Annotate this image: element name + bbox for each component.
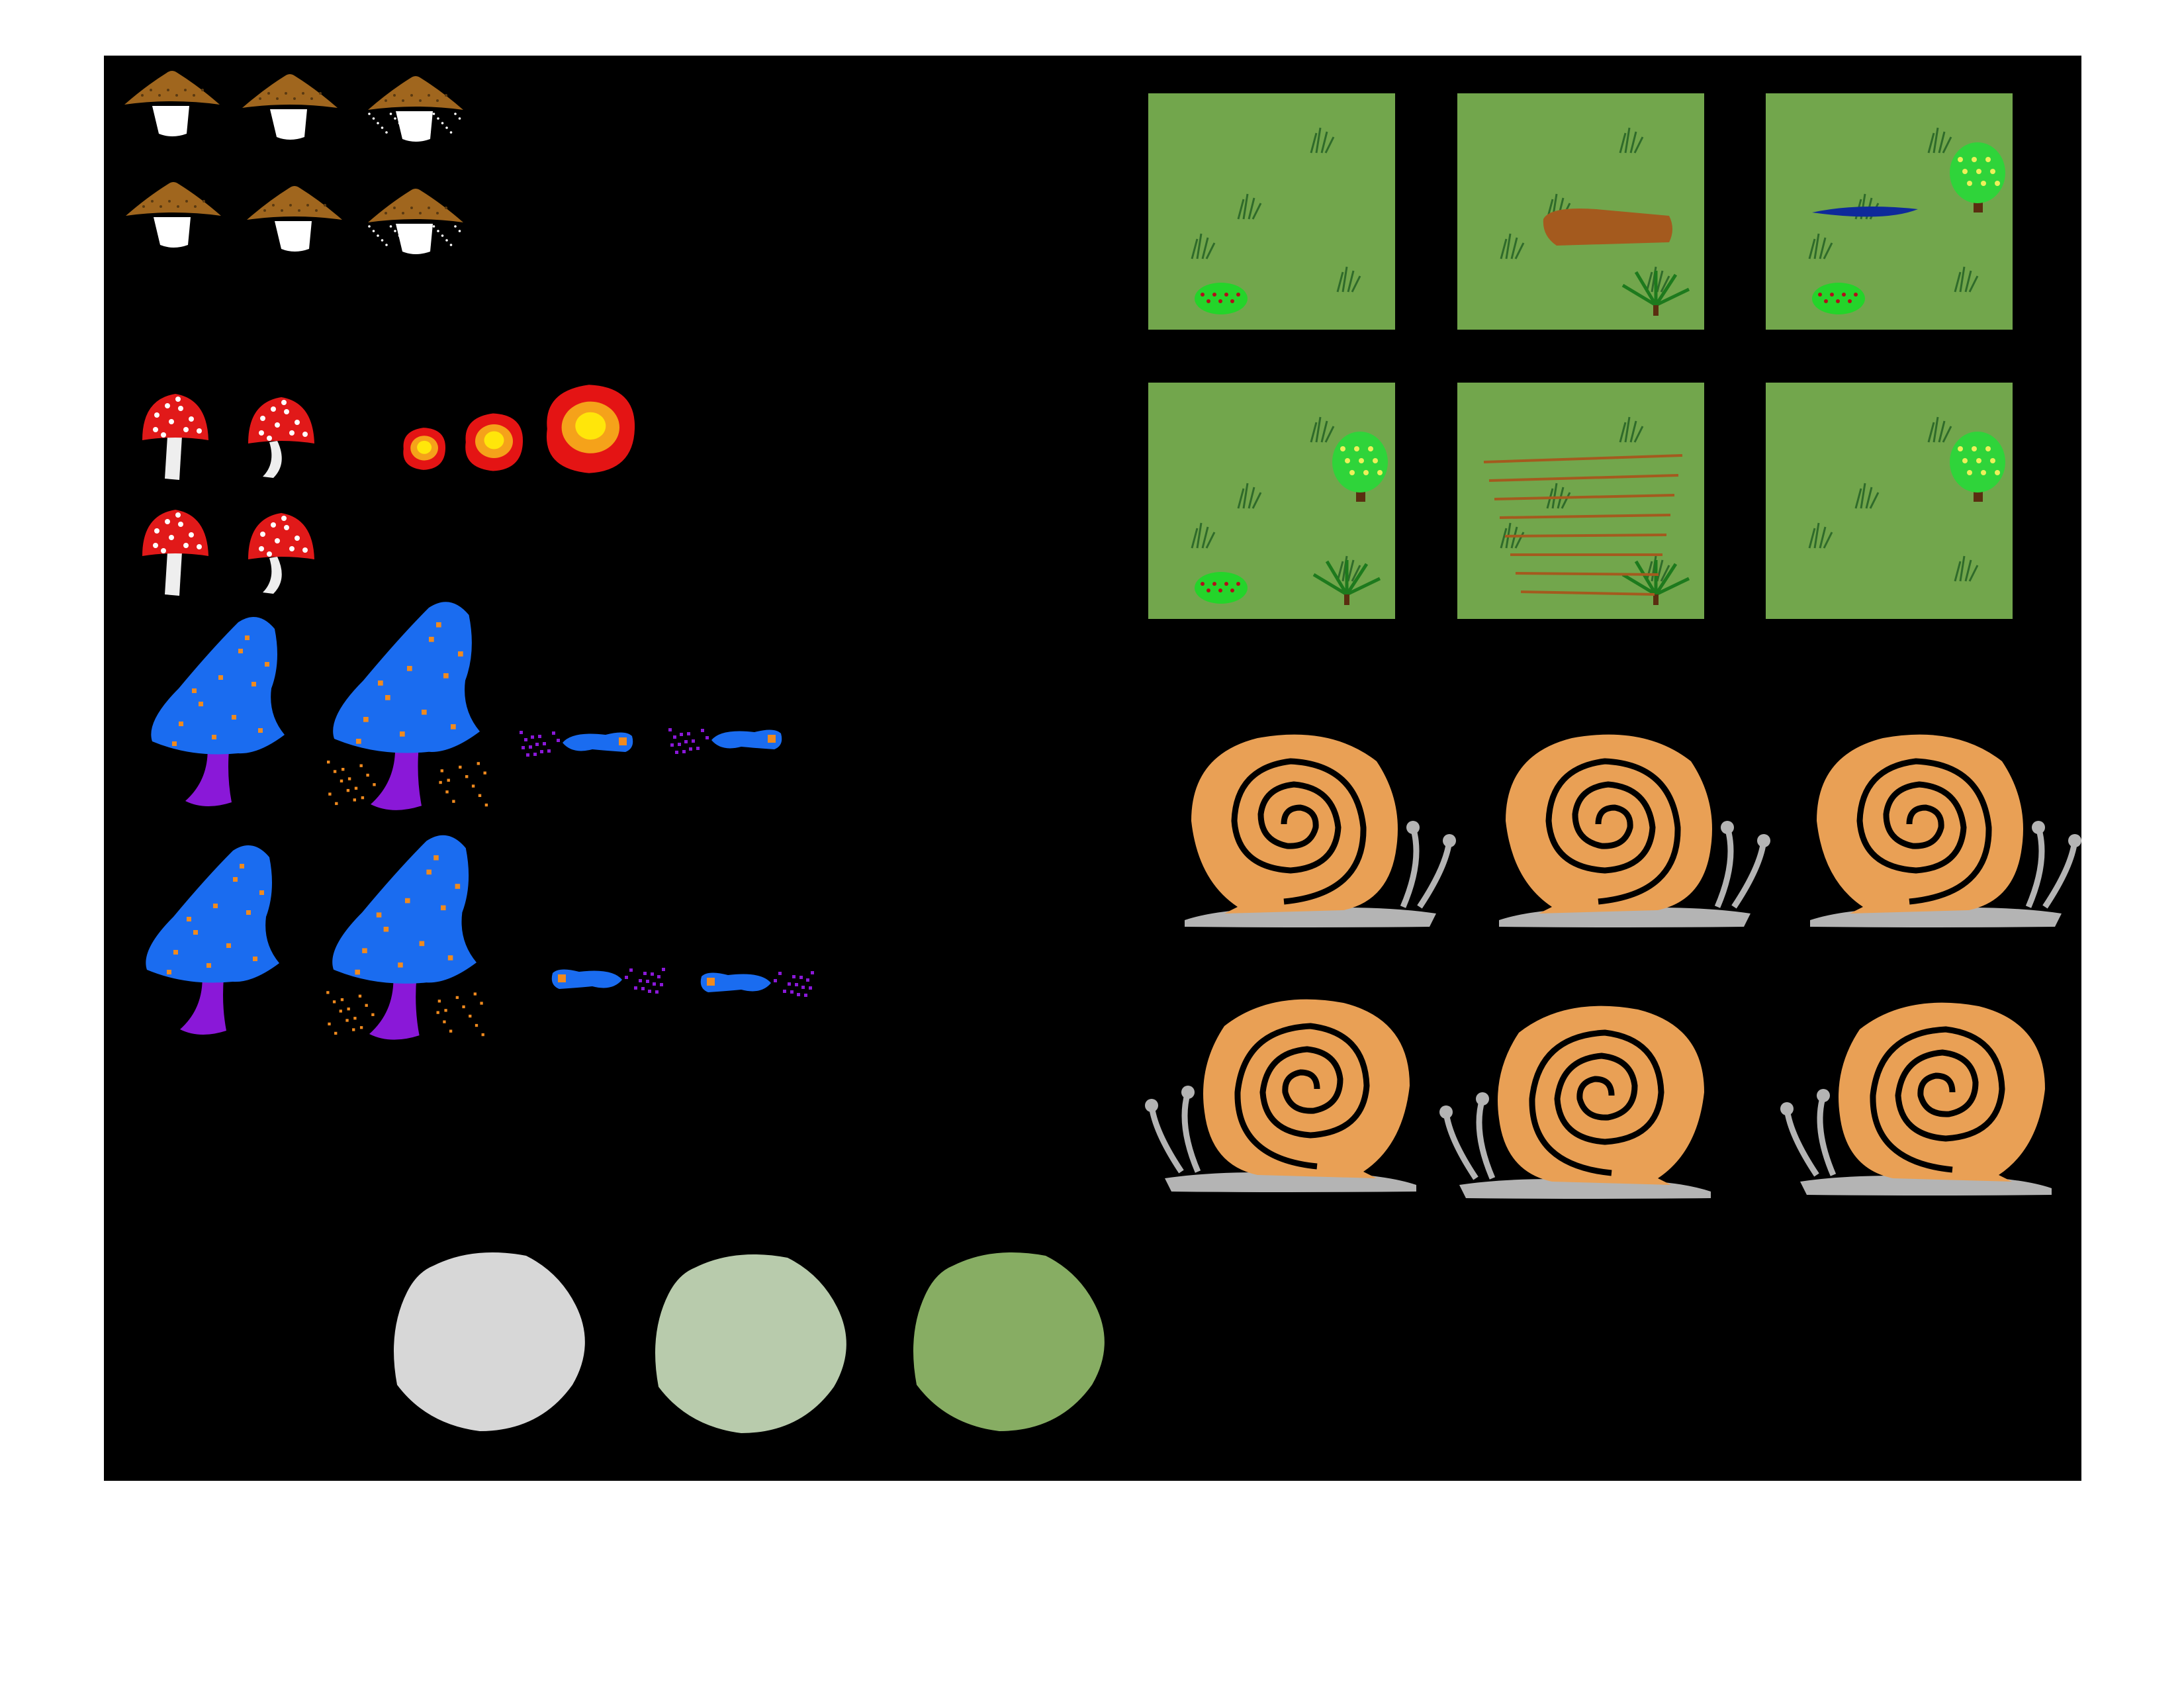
spore-projectile-icon — [520, 731, 633, 757]
rock-icon — [655, 1254, 846, 1433]
fireball-icon — [465, 413, 523, 471]
snail-icon — [1810, 734, 2081, 927]
fireball-icon — [546, 385, 635, 473]
brown-mushroom-icon — [368, 76, 463, 142]
red-mushroom-icon — [248, 513, 314, 594]
spore-projectile-icon — [700, 971, 814, 997]
snail-icon — [1145, 999, 1416, 1192]
brown-mushroom-icon — [126, 182, 221, 248]
red-mushroom-icon — [142, 394, 208, 480]
fireball-icon — [403, 428, 446, 470]
grass-tile-icon — [1148, 383, 1395, 619]
brown-mushroom-icon — [247, 186, 342, 252]
brown-mushroom-icon — [368, 189, 463, 254]
brown-mushroom-icon — [242, 74, 338, 140]
red-mushroom-icon — [142, 510, 208, 596]
brown-mushroom-icon — [124, 71, 220, 136]
snail-icon — [1499, 734, 1770, 927]
red-mushroom-icon — [248, 397, 314, 478]
grass-tile-icon — [1766, 93, 2013, 330]
sprite-sheet-background — [104, 56, 2081, 1481]
grass-tile-icon — [1457, 93, 1704, 330]
grass-tile-icon — [1457, 383, 1704, 619]
grass-tile-icon — [1148, 93, 1395, 330]
blue-mushroom-icon — [146, 845, 279, 1035]
rock-icon — [394, 1252, 585, 1431]
blue-mushroom-icon — [326, 835, 484, 1040]
spore-projectile-icon — [551, 968, 665, 994]
snail-icon — [1185, 734, 1456, 927]
snail-icon — [1780, 1002, 2052, 1196]
spore-projectile-icon — [668, 728, 782, 754]
blue-mushroom-icon — [151, 617, 285, 807]
grass-tile-icon — [1766, 383, 2013, 619]
snail-icon — [1439, 1006, 1711, 1199]
rock-icon — [913, 1252, 1105, 1431]
blue-mushroom-icon — [327, 602, 488, 810]
